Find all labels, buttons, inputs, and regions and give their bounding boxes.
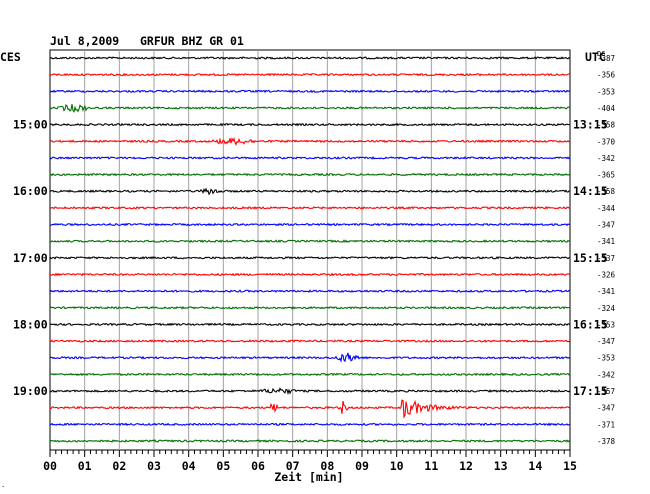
- trace-9: [49, 187, 571, 196]
- right-hour-labels: 13:15 14:15 15:15 16:15 17:15: [573, 118, 608, 398]
- left-timezone-label: CES: [0, 50, 21, 64]
- trace-1: [49, 56, 571, 60]
- trace-18: [49, 339, 571, 343]
- trace-21: [49, 387, 571, 396]
- dc-offset-label: -324: [597, 304, 616, 313]
- trace-7: [49, 156, 571, 160]
- trace-12: [49, 239, 571, 244]
- dc-offset-label: -357: [597, 387, 615, 396]
- dc-offset-label: -353: [597, 354, 615, 363]
- seismic-traces: [49, 56, 571, 443]
- left-hour-label: 15:00: [13, 118, 48, 132]
- x-tick-label: 08: [320, 459, 334, 473]
- trace-13: [49, 255, 571, 260]
- dc-offset-label: -356: [597, 71, 616, 80]
- trace-8: [49, 172, 571, 177]
- x-tick-label: 15: [563, 459, 577, 473]
- dc-offset-label: -378: [597, 437, 616, 446]
- trace-5: [49, 122, 571, 127]
- dc-offset-label: -370: [597, 137, 616, 146]
- left-hour-label: 18:00: [13, 317, 48, 331]
- dc-offset-label: -365: [597, 171, 615, 180]
- x-tick-label: 05: [216, 459, 230, 473]
- left-hour-label: 19:00: [13, 384, 48, 398]
- dc-offset-label: -342: [597, 370, 615, 379]
- dc-offset-labels: -387 -356 -353 -404 -358 -370 -342 -365 -358 -344…: [597, 54, 616, 446]
- trace-24: [49, 439, 571, 443]
- left-hour-label: 16:00: [13, 184, 48, 198]
- dc-offset-label: -353: [597, 87, 615, 96]
- x-tick-label: 10: [390, 459, 404, 473]
- dc-offset-label: -347: [597, 404, 615, 413]
- trace-17: [49, 322, 571, 327]
- dc-offset-label: -341: [597, 237, 615, 246]
- trace-14: [49, 272, 571, 277]
- dc-offset-label: -342: [597, 154, 615, 163]
- right-hour-label: 16:15: [573, 317, 608, 331]
- x-axis-label: Zeit [min]: [274, 470, 343, 484]
- minute-grid: [49, 49, 571, 451]
- station-code: GRFUR BHZ GR 01: [140, 34, 244, 48]
- x-tick-label: 03: [147, 459, 161, 473]
- right-timezone-label: UTC: [585, 50, 606, 64]
- dc-offset-label: -341: [597, 287, 615, 296]
- dc-offset-label: -371: [597, 420, 615, 429]
- trace-23: [49, 422, 571, 427]
- x-tick-label: 13: [494, 459, 508, 473]
- x-tick-label: 14: [528, 459, 542, 473]
- x-tick-label: 12: [459, 459, 473, 473]
- x-tick-label: 09: [355, 459, 369, 473]
- trace-3: [49, 89, 571, 94]
- x-tick-label: 07: [286, 459, 300, 473]
- trace-6: [49, 137, 571, 146]
- trace-4: [49, 104, 571, 114]
- dc-offset-label: -326: [597, 270, 616, 279]
- trace-22: [49, 399, 571, 419]
- trace-10: [49, 205, 571, 210]
- x-tick-label: 11: [424, 459, 438, 473]
- x-axis: 00 01 02 03 04 05 06 07 08 09 10 11 12 13 14 15: [43, 450, 577, 473]
- dc-offset-label: -344: [597, 204, 616, 213]
- dc-offset-label: -337: [597, 254, 615, 263]
- dc-offset-label: -387: [597, 54, 615, 63]
- dc-offset-label: -358: [597, 187, 616, 196]
- dc-offset-label: -404: [597, 104, 616, 113]
- trace-11: [49, 222, 571, 227]
- trace-2: [49, 72, 571, 77]
- trace-20: [49, 372, 571, 377]
- x-tick-label: 04: [182, 459, 196, 473]
- dc-offset-label: -353: [597, 320, 615, 329]
- trace-16: [49, 305, 571, 310]
- x-tick-label: 02: [112, 459, 126, 473]
- right-hour-label: 14:15: [573, 184, 608, 198]
- x-tick-label: 00: [43, 459, 57, 473]
- dc-offset-label: -358: [597, 121, 616, 130]
- dc-header-label: DC: [597, 50, 605, 58]
- right-hour-label: 13:15: [573, 118, 608, 132]
- dc-offset-label: -347: [597, 221, 615, 230]
- corner-mark: .: [1, 481, 5, 489]
- dc-offset-label: -347: [597, 337, 615, 346]
- left-hour-label: 17:00: [13, 251, 48, 265]
- record-date: Jul 8,2009: [50, 34, 119, 48]
- right-hour-label: 17:15: [573, 384, 608, 398]
- left-hour-labels: 15:00 16:00 17:00 18:00 19:00: [13, 118, 48, 398]
- x-tick-label: 01: [78, 459, 92, 473]
- trace-15: [49, 289, 571, 293]
- x-tick-label: 06: [251, 459, 265, 473]
- right-hour-label: 15:15: [573, 251, 608, 265]
- trace-19: [49, 352, 571, 363]
